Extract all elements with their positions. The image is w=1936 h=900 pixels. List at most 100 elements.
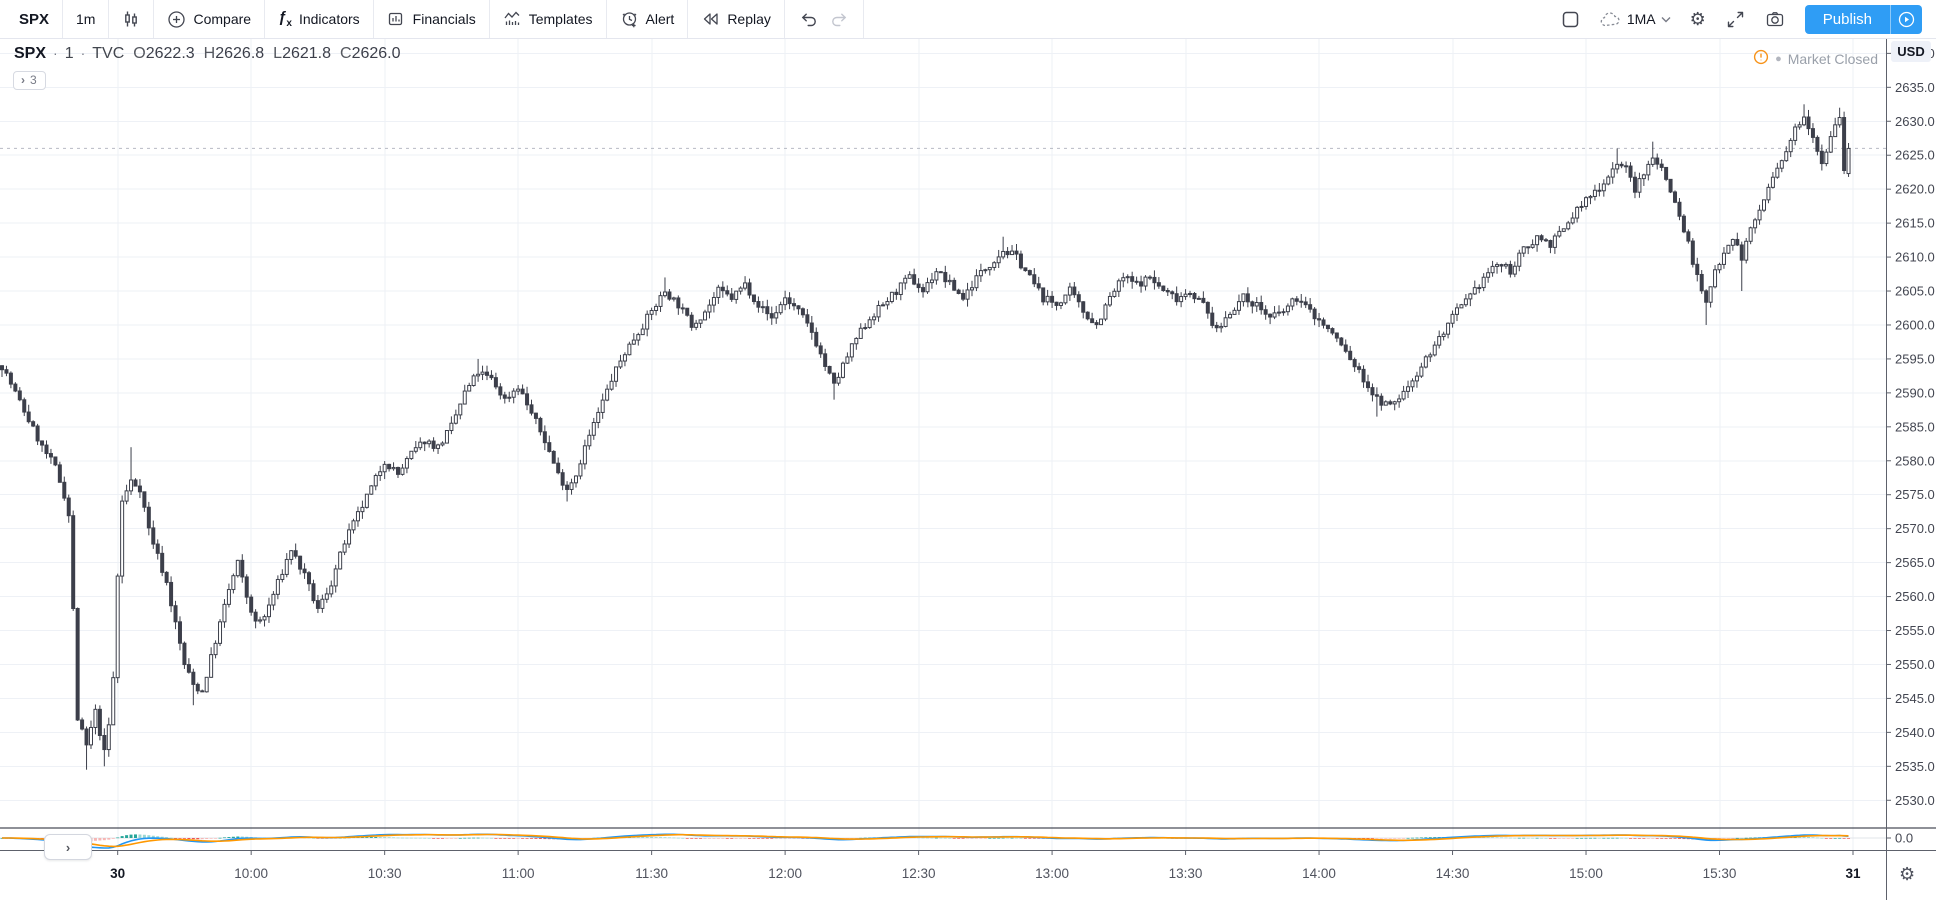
close-label: C [340,45,352,62]
svg-text:2585.0: 2585.0 [1895,419,1935,434]
legend-separator: · [53,45,58,61]
chevron-right-icon: › [65,839,71,855]
collapsed-indicators-badge[interactable]: › 3 [13,71,46,90]
toolbar-separator [264,0,266,38]
svg-text:2620.0: 2620.0 [1895,182,1935,197]
cloud-icon [1598,10,1622,29]
chevron-down-icon [1661,16,1671,23]
financials-button[interactable]: Financials [374,0,489,38]
alert-button[interactable]: Alert [607,0,688,38]
toolbar-separator [108,0,110,38]
indicators-label: Indicators [298,11,360,27]
svg-text:2615.0: 2615.0 [1895,216,1935,231]
svg-text:11:30: 11:30 [635,866,668,881]
financials-label: Financials [412,11,476,27]
chevron-right-icon: › [21,73,25,87]
svg-text:13:00: 13:00 [1035,866,1069,881]
svg-text:10:00: 10:00 [234,866,268,881]
svg-text:12:30: 12:30 [902,866,936,881]
legend-separator: · [80,45,86,61]
legend-interval: 1 [64,45,74,62]
svg-text:14:30: 14:30 [1436,866,1470,881]
svg-text:2630.0: 2630.0 [1895,114,1935,129]
indicators-button[interactable]: ƒx Indicators [265,0,373,38]
settings-gear-icon[interactable]: ⚙ [1680,0,1716,38]
svg-text:2560.0: 2560.0 [1895,589,1935,604]
high-label: H [203,45,216,62]
legend-exchange: TVC [92,45,125,62]
top-toolbar: SPX 1m Compare ƒx Indicators [0,0,1936,39]
chart-canvas[interactable]: 2530.0 2535.0 2540.0 2545.0 2550.0 2555.0 2560… [0,38,1936,900]
cloud-layout-button[interactable]: 1MA [1589,0,1680,38]
legend-high: H2626.8 [204,45,265,63]
layout-square-icon-button[interactable] [1552,0,1589,38]
snapshot-camera-icon[interactable] [1755,0,1795,38]
replay-label: Replay [727,11,771,27]
svg-text:2540.0: 2540.0 [1895,725,1935,740]
fullscreen-icon[interactable] [1716,0,1755,38]
open-value: 2622.3 [145,45,195,62]
legend-low: L2621.8 [273,45,331,63]
currency-badge[interactable]: USD [1891,41,1931,62]
open-label: O [133,45,146,62]
svg-text:11:00: 11:00 [502,866,535,881]
plus-circle-icon [167,10,186,29]
publish-button[interactable]: Publish [1804,4,1890,34]
svg-text:15:30: 15:30 [1703,866,1737,881]
svg-text:2575.0: 2575.0 [1895,487,1935,502]
toolbar-separator [372,0,374,38]
low-label: L [273,45,283,62]
svg-text:2590.0: 2590.0 [1895,385,1935,400]
chart-style-button[interactable] [109,0,153,38]
close-value: 2626.0 [351,45,401,62]
redo-arrow-icon [830,10,850,28]
gridlines [0,38,1886,850]
toolbar-separator [687,0,689,38]
interval-button[interactable]: 1m [63,0,108,38]
svg-text:2600.0: 2600.0 [1895,317,1935,332]
undo-arrow-icon [798,10,818,28]
price-axis[interactable]: 2530.0 2535.0 2540.0 2545.0 2550.0 2555.0 2560… [1886,38,1935,900]
market-status-label: Market Closed [1787,50,1878,67]
undo-button[interactable] [785,0,824,38]
svg-text:2625.0: 2625.0 [1895,148,1935,163]
legend-open: O2622.3 [133,45,194,63]
status-dot-icon: ● [1775,52,1782,65]
market-status[interactable]: ● Market Closed [1753,49,1878,68]
svg-text:0.0: 0.0 [1895,831,1913,846]
publish-group: Publish [1804,4,1922,34]
svg-text:30: 30 [110,866,125,881]
indicator-expand-button[interactable]: › [44,834,92,860]
publish-menu-play-icon[interactable] [1890,4,1922,34]
svg-text:13:30: 13:30 [1169,866,1203,881]
time-axis[interactable]: 30 10:00 10:30 11:00 11:30 12:00 12:30 13:00 13:… [0,850,1936,881]
svg-text:31: 31 [1845,866,1861,881]
legend-symbol: SPX [14,45,47,62]
legend-close: C2626.0 [340,45,401,63]
collapsed-count: 3 [30,73,37,87]
svg-text:2635.0: 2635.0 [1895,80,1935,95]
svg-text:2605.0: 2605.0 [1895,284,1935,299]
toolbar-separator [153,0,155,38]
symbol-button[interactable]: SPX [6,0,62,38]
replay-button[interactable]: Replay [688,0,784,38]
svg-text:2545.0: 2545.0 [1895,691,1935,706]
templates-button[interactable]: Templates [490,0,606,38]
chart-legend[interactable]: SPX · 1 · TVC O2622.3 H2626.8 L2621.8 C2… [14,45,401,63]
macd-signal-line [2,833,1849,848]
svg-text:2530.0: 2530.0 [1895,793,1935,808]
svg-text:14:00: 14:00 [1302,866,1336,881]
compare-button[interactable]: Compare [154,0,264,38]
toolbar-separator [862,0,864,38]
redo-button[interactable] [824,0,863,38]
square-icon [1561,10,1580,29]
alarm-clock-icon [620,10,639,29]
svg-text:12:00: 12:00 [768,866,802,881]
candles [0,104,1851,770]
svg-text:2535.0: 2535.0 [1895,759,1935,774]
axis-settings-gear-icon[interactable]: ⚙ [1899,864,1916,884]
fx-icon: ƒx [278,9,292,29]
svg-text:2570.0: 2570.0 [1895,521,1935,536]
rewind-icon [701,11,720,27]
